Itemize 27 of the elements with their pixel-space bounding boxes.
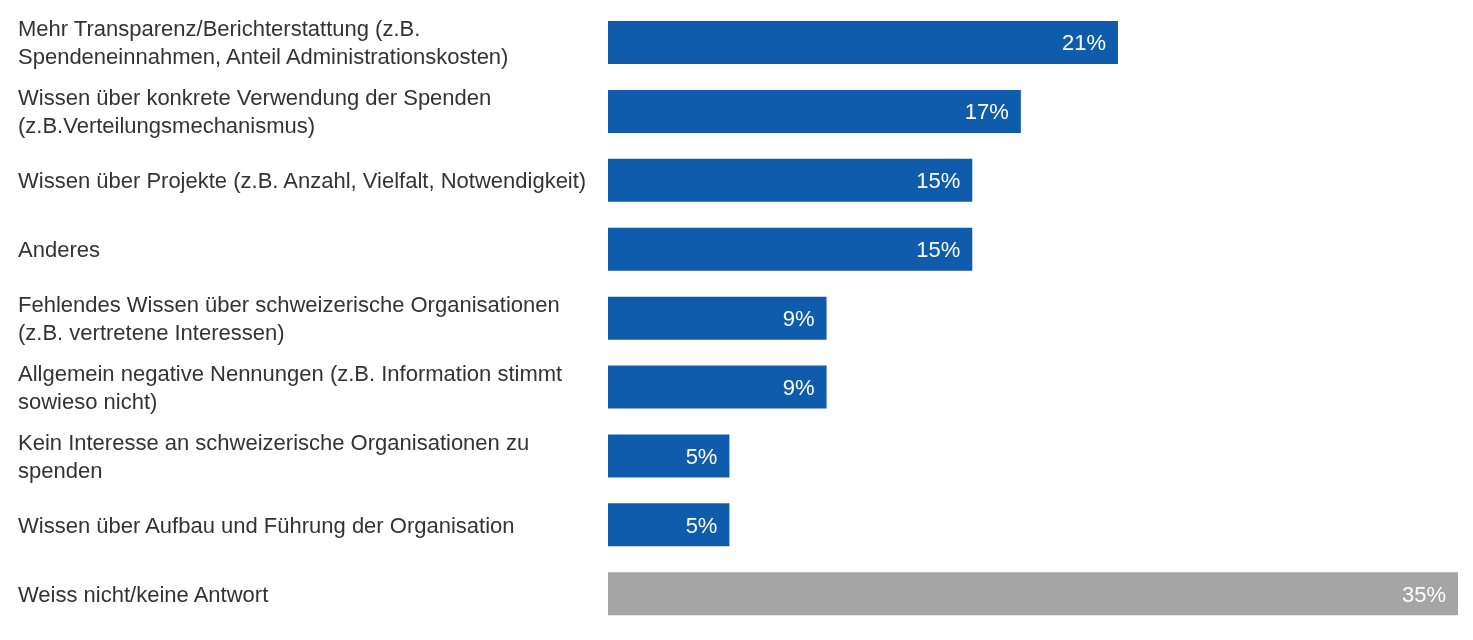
data-label: 15% <box>916 237 961 263</box>
bar <box>608 89 1021 133</box>
data-label: 5% <box>685 512 718 538</box>
bar <box>608 434 730 478</box>
y-tick-label: Wissen über konkrete Verwendung der Spenden (z.B.Verteilungsmechanismus) <box>18 84 492 138</box>
y-tick-label: Wissen über Aufbau und Führung der Organisation <box>18 512 515 538</box>
y-tick-label: Kein Interesse an schweizerische Organisationen zu spenden <box>18 429 530 483</box>
bar <box>608 296 827 340</box>
y-tick-label: Mehr Transparenz/Berichterstattung (z.B. Spendeneinnahmen, Anteil Administrationskosten) <box>18 15 509 69</box>
y-tick-label: Allgemein negative Nennungen (z.B. Information stimmt sowieso nicht) <box>18 360 563 414</box>
bar <box>608 503 730 547</box>
data-label: 9% <box>782 374 815 400</box>
y-tick-label: Weiss nicht/keine Antwort <box>18 581 269 607</box>
data-label: 17% <box>964 99 1009 125</box>
bar <box>608 21 1118 65</box>
y-tick-label: Fehlendes Wissen über schweizerische Organisationen (z.B. vertretene Interessen) <box>18 291 560 345</box>
data-label: 15% <box>916 168 961 194</box>
data-label: 9% <box>782 305 815 331</box>
bar <box>608 572 1458 616</box>
data-label: 5% <box>685 443 718 469</box>
data-label: 21% <box>1061 30 1106 56</box>
y-tick-label: Anderes <box>18 236 100 262</box>
bar <box>608 227 973 271</box>
data-label: 35% <box>1401 581 1446 607</box>
bar <box>608 365 827 409</box>
bar <box>608 158 973 202</box>
y-tick-label: Wissen über Projekte (z.B. Anzahl, Vielfalt, Notwendigkeit) <box>18 167 587 193</box>
